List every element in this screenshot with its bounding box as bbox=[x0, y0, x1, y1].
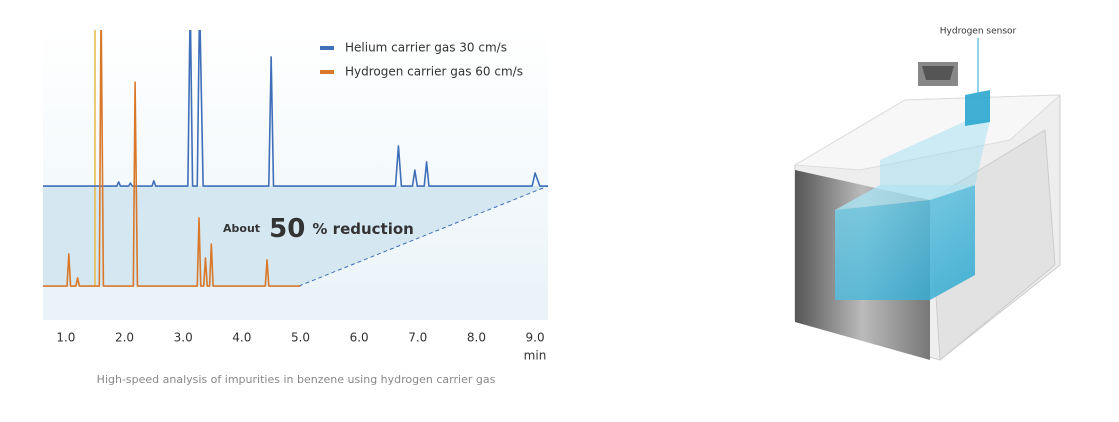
x-tick-label: 3.0 bbox=[174, 331, 193, 345]
annotation-number: 50 bbox=[269, 214, 305, 244]
x-tick-label: 2.0 bbox=[115, 331, 134, 345]
x-tick-label: 6.0 bbox=[350, 331, 369, 345]
x-tick-label: 8.0 bbox=[467, 331, 486, 345]
x-tick-label: 7.0 bbox=[408, 331, 427, 345]
plot-bottom bbox=[43, 286, 548, 320]
caption: High-speed analysis of impurities in ben… bbox=[97, 373, 496, 386]
series-line bbox=[43, 30, 548, 187]
annotation: About 50 % reduction bbox=[223, 214, 414, 244]
annotation-suffix: % reduction bbox=[312, 220, 413, 238]
x-tick-label: 5.0 bbox=[291, 331, 310, 345]
annotation-prefix: About bbox=[223, 222, 260, 235]
x-tick-label: 9.0 bbox=[526, 331, 545, 345]
series-line bbox=[43, 30, 301, 287]
x-tick-label: 1.0 bbox=[56, 331, 75, 345]
product-illustration bbox=[793, 38, 1062, 362]
reduction-area bbox=[43, 186, 548, 286]
legend-swatch bbox=[320, 46, 334, 50]
reduction-line bbox=[298, 185, 549, 287]
x-axis-label: min bbox=[524, 349, 547, 363]
sensor-label: Hydrogen sensor bbox=[940, 27, 1017, 37]
legend-label: Helium carrier gas 30 cm/s bbox=[345, 41, 507, 55]
x-tick-label: 4.0 bbox=[232, 331, 251, 345]
legend-swatch bbox=[320, 70, 334, 74]
legend-label: Hydrogen carrier gas 60 cm/s bbox=[345, 65, 523, 79]
